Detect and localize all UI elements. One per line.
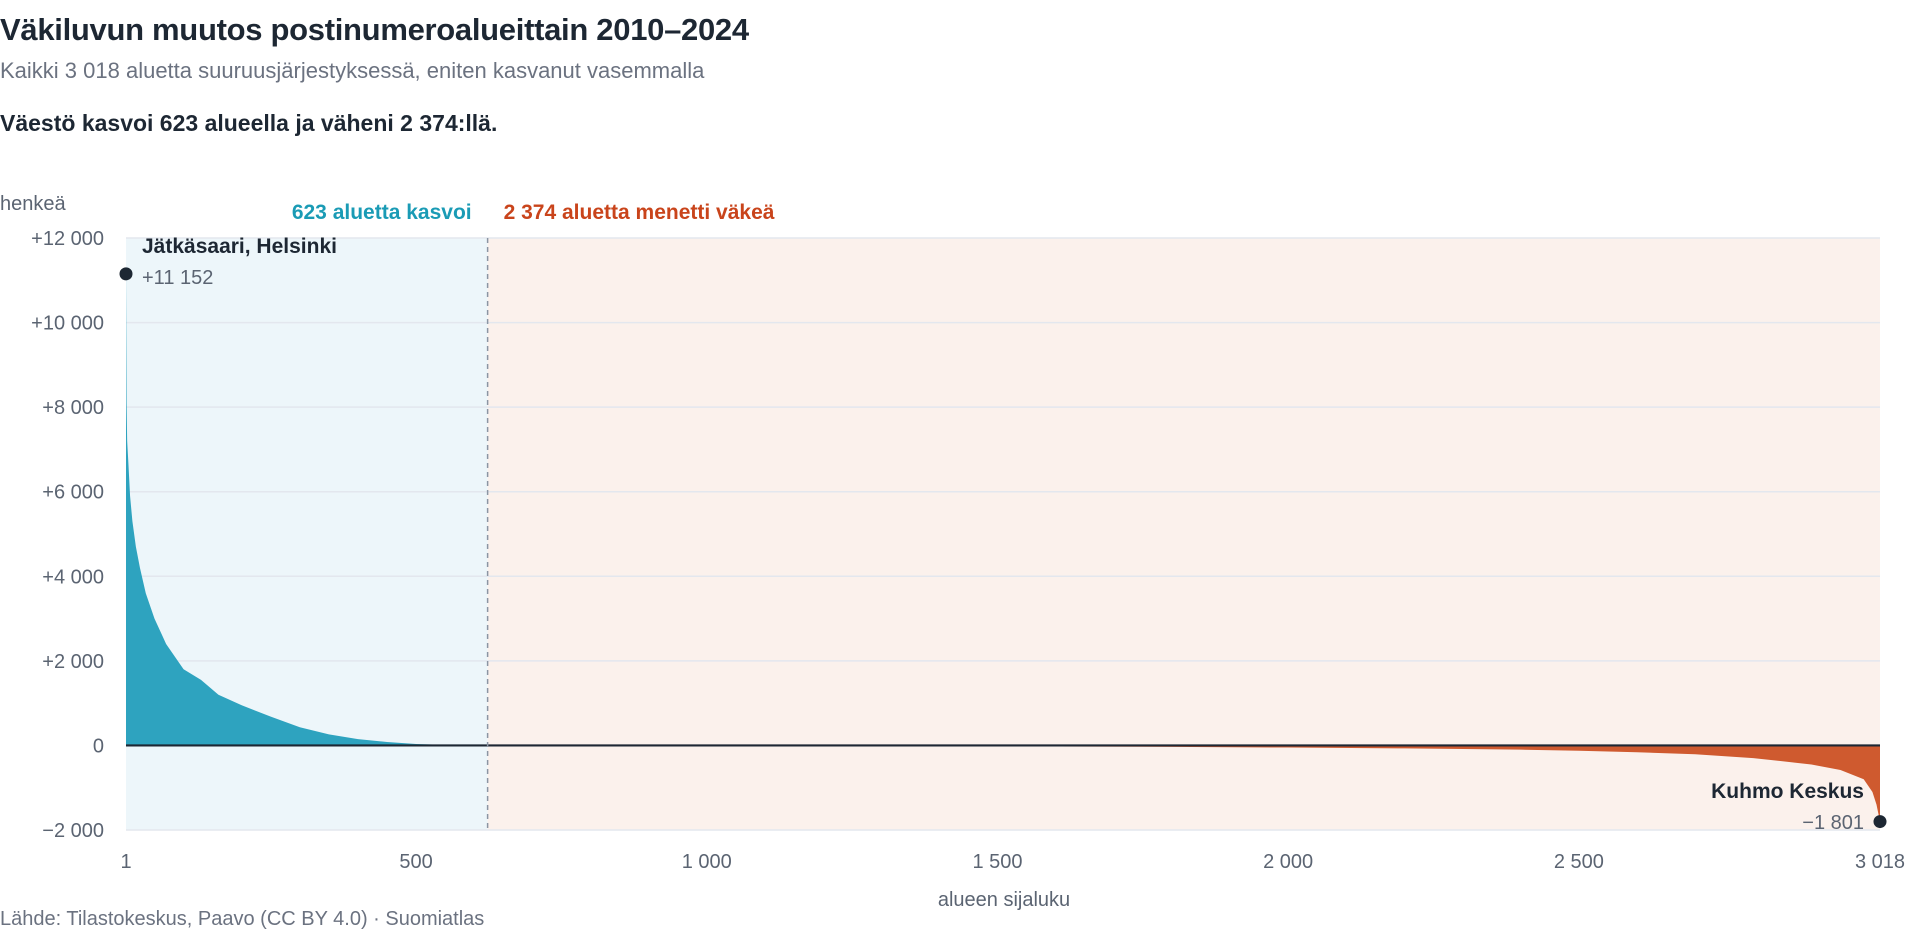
y-tick-label: 0: [93, 735, 104, 757]
x-axis-title: alueen sijaluku: [938, 889, 1070, 911]
bottom-annotation-marker: [1873, 815, 1887, 829]
x-tick-label: 2 000: [1263, 851, 1313, 873]
x-tick-label: 500: [399, 851, 432, 873]
region-backgrounds: [126, 238, 1880, 830]
decline-region-label: 2 374 aluetta menetti väkeä: [504, 201, 775, 224]
y-tick-label: +12 000: [31, 228, 104, 250]
source-note: Lähde: Tilastokeskus, Paavo (CC BY 4.0) …: [0, 908, 485, 930]
annotation-markers: [119, 267, 1887, 829]
y-tick-label: −2 000: [42, 820, 104, 842]
page-subtitle: Kaikki 3 018 aluetta suuruusjärjestykses…: [0, 58, 705, 83]
area-series: [126, 273, 1880, 822]
y-tick-label: +2 000: [42, 651, 104, 673]
x-tick-label: 1 500: [972, 851, 1022, 873]
headline: Väestö kasvoi 623 alueella ja väheni 2 3…: [0, 110, 498, 136]
x-tick-label: 1 000: [682, 851, 732, 873]
y-tick-label: +10 000: [31, 313, 104, 335]
top-annotation-name: Jätkäsaari, Helsinki: [142, 235, 337, 258]
y-axis-title: henkeä: [0, 193, 66, 215]
chart-labels: henkeä alueen sijaluku 623 aluetta kasvo…: [0, 193, 1864, 911]
y-tick-label: +4 000: [42, 566, 104, 588]
bottom-annotation-value: −1 801: [1802, 812, 1864, 834]
x-tick-label: 3 018: [1855, 851, 1905, 873]
axes: +12 000 +10 000 +8 000 +6 000 +4 000 +2 000 0 −…: [31, 228, 1905, 873]
x-tick-label: 2 500: [1554, 851, 1604, 873]
decline-region-bg: [487, 238, 1880, 830]
growth-area: [126, 273, 488, 746]
y-tick-label: +6 000: [42, 482, 104, 504]
gridlines: [126, 237, 1880, 831]
bottom-annotation-name: Kuhmo Keskus: [1711, 780, 1864, 803]
top-annotation-marker: [119, 267, 133, 281]
y-tick-label: +8 000: [42, 397, 104, 419]
page-title: Väkiluvun muutos postinumeroalueittain 2…: [0, 12, 749, 47]
growth-region-label: 623 aluetta kasvoi: [292, 201, 472, 224]
decline-area: [487, 745, 1880, 822]
top-annotation-value: +11 152: [142, 267, 213, 289]
x-tick-label: 1: [120, 851, 131, 873]
